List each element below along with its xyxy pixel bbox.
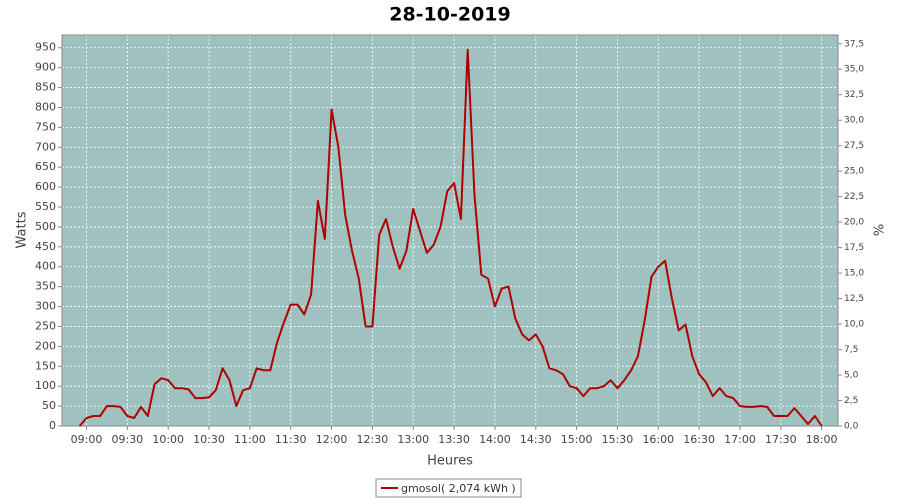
y-tick-label: 750	[35, 120, 56, 133]
x-tick-label: 13:00	[397, 433, 429, 446]
y-tick-label: 50	[42, 399, 56, 412]
y2-tick-label: 2,5	[844, 396, 858, 406]
x-tick-label: 10:30	[193, 433, 225, 446]
y-tick-label: 950	[35, 41, 56, 54]
y-tick-label: 550	[35, 200, 56, 213]
x-tick-label: 15:30	[602, 433, 634, 446]
plot-border	[61, 34, 839, 427]
y2-tick-label: 5,0	[844, 371, 859, 381]
y-tick-label: 650	[35, 160, 56, 173]
x-tick-label: 16:30	[683, 433, 715, 446]
x-tick-label: 17:30	[765, 433, 797, 446]
y2-tick-label: 25,0	[844, 167, 864, 177]
y-tick-label: 250	[35, 319, 56, 332]
y-tick-label: 100	[35, 379, 56, 392]
y2-tick-label: 35,0	[844, 65, 864, 75]
y2-tick-label: 20,0	[844, 218, 864, 228]
x-axis-label: Heures	[427, 454, 473, 469]
chart-title: 28-10-2019	[389, 4, 511, 26]
y2-tick-label: 30,0	[844, 116, 864, 126]
y2-tick-label: 7,5	[844, 345, 858, 355]
y2-tick-label: 32,5	[844, 90, 864, 100]
y-tick-label: 800	[35, 100, 56, 113]
x-tick-label: 09:30	[111, 433, 143, 446]
data-line	[78, 48, 823, 427]
y-tick-label: 900	[35, 61, 56, 74]
y2-tick-label: 27,5	[844, 141, 864, 151]
y2-tick-label: 12,5	[844, 294, 864, 304]
y-axis-label: Watts	[15, 211, 30, 248]
y-tick-label: 0	[49, 419, 56, 432]
x-tick-label: 10:00	[152, 433, 184, 446]
y2-tick-label: 22,5	[844, 192, 864, 202]
x-tick-label: 12:00	[316, 433, 348, 446]
y2-tick-label: 15,0	[844, 269, 864, 279]
y2-tick-label: 37,5	[844, 39, 864, 49]
x-tick-label: 15:00	[561, 433, 593, 446]
y2-axis-label: %	[873, 224, 888, 236]
x-tick-label: 11:00	[234, 433, 266, 446]
y2-tick-label: 0,0	[844, 422, 859, 432]
y-tick-label: 150	[35, 359, 56, 372]
y2-tick-label: 17,5	[844, 243, 864, 253]
y2-tick-label: 10,0	[844, 320, 864, 330]
x-tick-label: 11:30	[275, 433, 307, 446]
x-tick-label: 14:00	[479, 433, 511, 446]
legend-box	[375, 478, 522, 498]
x-tick-label: 16:00	[642, 433, 674, 446]
y-tick-label: 700	[35, 140, 56, 153]
y-tick-label: 350	[35, 280, 56, 293]
y-tick-label: 400	[35, 260, 56, 273]
x-tick-label: 18:00	[806, 433, 838, 446]
y-tick-label: 600	[35, 180, 56, 193]
x-tick-label: 09:00	[71, 433, 103, 446]
y-tick-label: 500	[35, 220, 56, 233]
x-tick-label: 12:30	[357, 433, 389, 446]
x-tick-label: 13:30	[438, 433, 470, 446]
legend-label: gmosol( 2,074 kWh )	[401, 482, 516, 495]
y-tick-label: 850	[35, 81, 56, 94]
y-tick-label: 200	[35, 339, 56, 352]
y-tick-label: 300	[35, 300, 56, 313]
plot-background	[62, 35, 838, 426]
y-tick-label: 450	[35, 240, 56, 253]
x-tick-label: 17:00	[724, 433, 756, 446]
x-tick-label: 14:30	[520, 433, 552, 446]
